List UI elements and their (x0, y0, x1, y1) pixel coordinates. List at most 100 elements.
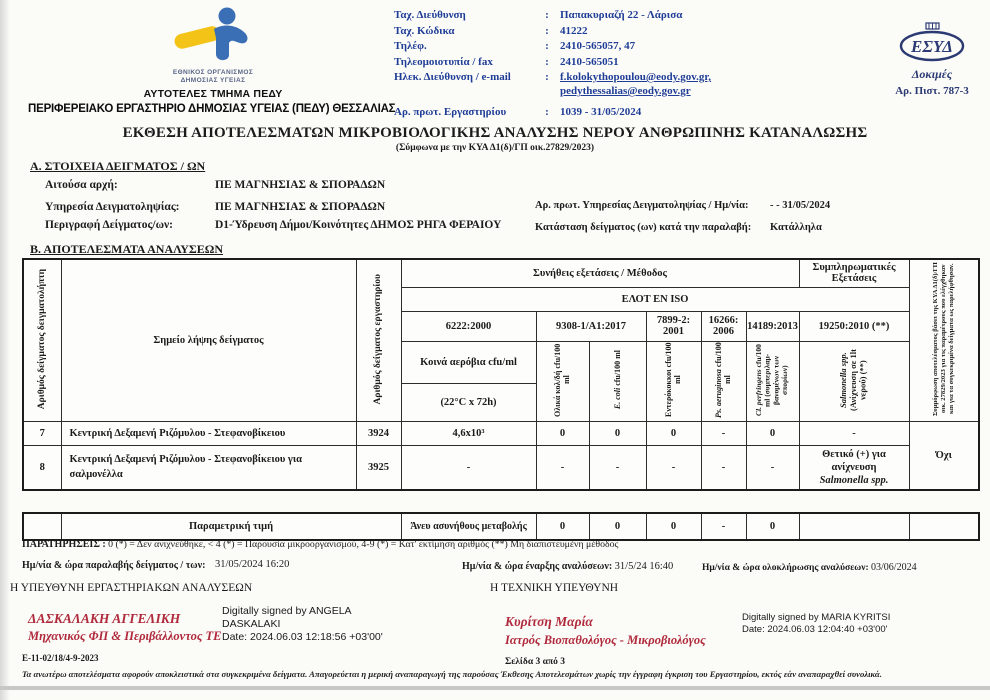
date-start-label: Ημ/νία & ώρα έναρξης αναλύσεων: (462, 561, 613, 572)
parametric-value-table: Παραμετρική τιμή Άνευ ασυνήθους μεταβολή… (22, 512, 980, 541)
section-a-heading: Α. ΣΤΟΙΧΕΙΑ ΔΕΙΓΜΑΤΟΣ / ΩΝ (30, 159, 206, 173)
lab-number-cell: 3925 (355, 445, 402, 490)
result-salmonella-positive: Θετικό (+) για ανίχνευση Salmonella spp. (798, 445, 910, 490)
signature-name-right: Κυρίτση Μαρία (505, 614, 593, 629)
sample-condition-label: Κατάσταση δείγματος (ων) κατά την παραλα… (535, 222, 752, 233)
result-ps-aeruginosa: - (700, 445, 747, 490)
observations-text: 0 (*) = Δεν ανιχνεύθηκε, < 4 (*) = Παρου… (108, 539, 619, 550)
method-14189: 14189:2013 (745, 310, 800, 342)
sampling-service-label: Υπηρεσία Δειγματοληψίας: (45, 201, 180, 213)
requesting-authority-value: ΠΕ ΜΑΓΝΗΣΙΑΣ & ΣΠΟΡΑΔΩΝ (215, 179, 386, 191)
result-aerobic: 4,6x10³ (400, 421, 537, 446)
lab-name: ΠΕΡΙΦΕΡΕΙΑΚΟ ΕΡΓΑΣΤΗΡΙΟ ΔΗΜΟΣΙΑΣ ΥΓΕΙΑΣ … (28, 103, 396, 115)
param-header-e-coli: E. coli cfu/100 ml (588, 340, 647, 422)
method-16266: 16266: 2006 (700, 310, 747, 342)
parametric-ps-aeruginosa: - (700, 512, 747, 541)
date-completion-label: Ημ/νία & ώρα ολοκλήρωσης αναλύσεων: (702, 563, 869, 573)
contact-label: Τηλεομοιοτυπία / fax (394, 55, 493, 68)
signature-title-left: Μηχανικός ΦΠ & Περιβάλλοντος ΤΕ (28, 629, 222, 643)
result-salmonella: - (798, 421, 910, 446)
parametric-label: Παραμετρική τιμή (60, 512, 402, 541)
table-row-8: 8 Κεντρική Δεξαμενή Ριζόμυλου - Στεφανοβ… (22, 445, 979, 490)
contact-label: Ταχ. Κώδικα (394, 24, 455, 37)
report-subtitle: (Σύμφωνα με την ΚΥΑ Δ1(δ)/ΓΠ οικ.27829/2… (395, 143, 595, 153)
date-completion-value: 03/06/2024 (871, 562, 917, 573)
date-receipt-label: Ημ/νία & ώρα παραλαβής δείγματος / των: (22, 560, 206, 571)
bottom-scan-line (0, 686, 990, 690)
sample-condition-value: Κατάλληλα (770, 222, 822, 233)
routine-tests-group-header: Συνήθεις εξετάσεις / Μέθοδος (400, 258, 800, 288)
contact-row-email: Ηλεκ. Διεύθυνση / e-mail : f.kolokythopo… (394, 70, 764, 98)
result-e-coli: 0 (588, 421, 647, 446)
result-e-coli: - (588, 445, 647, 490)
digital-signature-right: Digitally signed by MARIA KYRITSI Date: … (742, 612, 890, 636)
date-receipt-value: 31/05/2024 16:20 (215, 559, 290, 570)
result-ps-aeruginosa: - (700, 421, 747, 446)
table-row-7: 7 Κεντρική Δεξαμενή Ριζόμυλου - Στεφανοβ… (22, 421, 980, 490)
param-header-aerobic: Κοινά αερόβια cfu/ml (400, 340, 537, 384)
email-link-2[interactable]: pedythessalias@eody.gov.gr (560, 85, 691, 97)
contact-row-postcode: Ταχ. Κώδικα : 41222 (394, 24, 764, 40)
contact-separator: : (545, 40, 549, 52)
contact-separator: : (545, 9, 549, 21)
svg-text:ΕΣΥΔ: ΕΣΥΔ (910, 37, 953, 56)
method-9308: 9308-1/A1:2017 (535, 310, 647, 342)
digital-signature-right-line1: Digitally signed by MARIA KYRITSI (742, 612, 891, 623)
result-total-coliforms: - (535, 445, 590, 490)
param-header-salmonella: Salmonella spp. (Ανίχνευση σε 1lt νερού)… (798, 340, 910, 422)
sampler-number-cell: 8 (22, 445, 62, 490)
contact-separator: : (545, 24, 549, 37)
sample-description-value: D1-Ύδρευση Δήμοι/Κοινότητες ΔΗΜΟΣ ΡΗΓΑ Φ… (215, 219, 502, 231)
esyd-subtitle: Δοκιμές (911, 67, 953, 81)
parametric-cl-perfringens: 0 (745, 512, 800, 541)
org-name-line1: ΕΘΝΙΚΟΣ ΟΡΓΑΝΙΣΜΟΣ (172, 69, 254, 76)
requesting-authority-label: Αιτούσα αρχή: (45, 179, 118, 191)
eody-logo-block: ΕΘΝΙΚΟΣ ΟΡΓΑΝΙΣΜΟΣ ΔΗΜΟΣΙΑΣ ΥΓΕΙΑΣ ΑΥΤΟΤ… (128, 6, 298, 100)
contact-row-fax: Τηλεομοιοτυπία / fax : 2410-565051 (394, 55, 764, 71)
contact-block: Ταχ. Διεύθυνση : Παπακυριαζή 22 - Λάρισα… (394, 8, 764, 121)
org-name: ΕΘΝΙΚΟΣ ΟΡΓΑΝΙΣΜΟΣ ΔΗΜΟΣΙΑΣ ΥΓΕΙΑΣ (128, 69, 298, 85)
date-start-line: Ημ/νία & ώρα έναρξης αναλύσεων: 31/5/24 … (462, 561, 673, 572)
disclaimer-text: Τα ανωτέρω αποτελέσματα αφορούν αποκλεισ… (22, 669, 882, 679)
result-enterococci: - (645, 445, 702, 490)
sampling-service-value: ΠΕ ΜΑΓΝΗΣΙΑΣ & ΣΠΟΡΑΔΩΝ (215, 201, 386, 213)
email-link-1[interactable]: f.kolokythopoulou@eody.gov.gr, (560, 71, 712, 83)
parametric-compliance (908, 512, 980, 541)
date-start-value: 31/5/24 16:40 (614, 561, 674, 572)
param-header-aerobic-conditions: (22°C x 72h) (400, 383, 537, 422)
contact-separator: : (545, 106, 549, 118)
result-aerobic: - (400, 445, 537, 490)
role-technical-head: Η ΤΕΧΝΙΚΗ ΥΠΕΥΘΥΝΗ (490, 582, 619, 594)
role-lab-analyses-head: Η ΥΠΕΥΘΥΝΗ ΕΡΓΑΣΤΗΡΙΑΚΩΝ ΑΝΑΛΥΣΕΩΝ (10, 582, 253, 594)
lab-protocol-row: Αρ. πρωτ. Εργαστηρίου : 1039 - 31/05/202… (394, 105, 764, 121)
sampling-point-cell: Κεντρική Δεξαμενή Ριζόμυλου - Στεφανοβίκ… (60, 445, 357, 490)
digital-signature-left: Digitally signed by ANGELA DASKALAKI Dat… (222, 605, 383, 644)
col-header-sampling-point: Σημείο λήψης δείγματος (60, 258, 357, 422)
service-protocol-value: - - 31/05/2024 (770, 200, 831, 211)
parametric-aerobic: Άνευ ασυνήθους μεταβολής (400, 512, 537, 541)
result-enterococci: 0 (645, 421, 702, 446)
contact-value: Παπακυριαζή 22 - Λάρισα (560, 9, 683, 21)
contact-value: 2410-565051 (560, 55, 619, 68)
sampling-point-cell: Κεντρική Δεξαμενή Ριζόμυλου - Στεφανοβίκ… (60, 421, 357, 446)
contact-value: 41222 (560, 24, 588, 37)
contact-value: 2410-565057, 47 (560, 40, 636, 52)
param-header-ps-aeruginosa: Ps. aeruginosa cfu/100 ml (700, 340, 747, 422)
contact-label: Ηλεκ. Διεύθυνση / e-mail (394, 71, 511, 83)
signature-name-left: ΔΑΣΚΑΛΑΚΗ ΑΓΓΕΛΙΚΗ (28, 611, 181, 626)
sample-description-label: Περιγραφή Δείγματος/ων: (45, 219, 173, 231)
contact-separator: : (545, 55, 549, 68)
contact-row-phone: Τηλέφ. : 2410-565057, 47 (394, 39, 764, 55)
results-table: Αριθμός δείγματος δειγματολήπτη Σημείο λ… (22, 258, 980, 491)
contact-label: Τηλέφ. (394, 40, 427, 52)
scan-edge-shadow (0, 0, 10, 700)
page-number: Σελίδα 3 από 3 (505, 657, 565, 667)
method-6222: 6222:2000 (400, 310, 537, 342)
compliance-result-cell: Όχι (908, 421, 980, 490)
lab-number-cell: 3924 (355, 421, 402, 446)
report-title: ΕΚΘΕΣΗ ΑΠΟΤΕΛΕΣΜΑΤΩΝ ΜΙΚΡΟΒΙΟΛΟΓΙΚΗΣ ΑΝΑ… (122, 125, 868, 141)
esyd-cert-number: Αρ. Πιστ. 787-3 (895, 85, 969, 97)
lab-protocol-value: 1039 - 31/05/2024 (560, 106, 642, 118)
esyd-accreditation-block: ΕΣΥΔ Δοκιμές Αρ. Πιστ. 787-3 (882, 22, 982, 97)
